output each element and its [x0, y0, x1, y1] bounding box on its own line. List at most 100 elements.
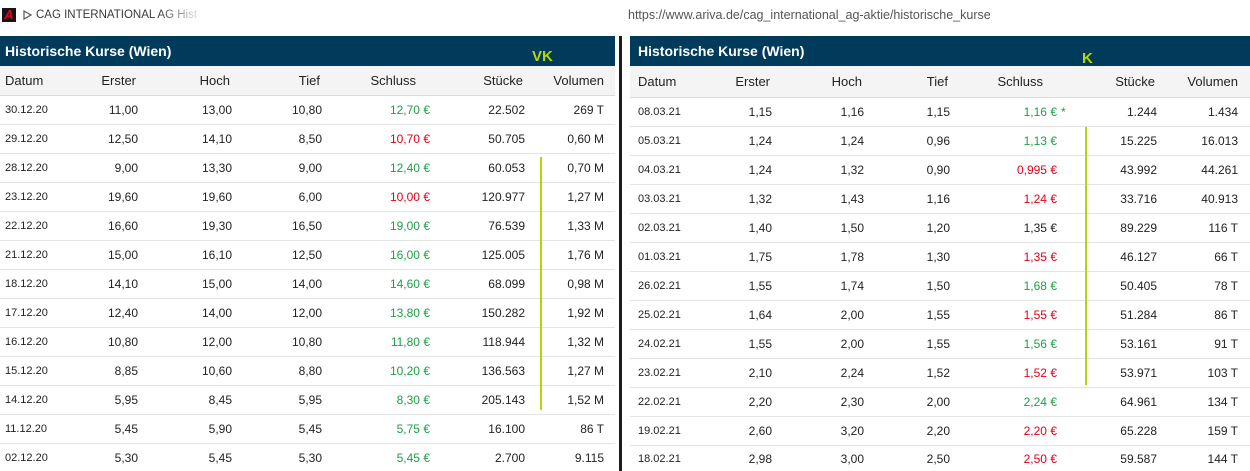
- cell-erster: 12,40: [107, 306, 138, 320]
- column-header-schluss: Schluss: [997, 74, 1043, 89]
- cell-datum: 23.02.21: [638, 367, 681, 379]
- close-price: 1,16 €: [1023, 105, 1057, 119]
- address-bar[interactable]: https://www.ariva.de/cag_international_a…: [628, 0, 1250, 30]
- cell-volumen: 1.434: [1207, 105, 1238, 119]
- cell-schluss: 14,60 €: [322, 277, 430, 291]
- column-header-hoch: Hoch: [831, 74, 862, 89]
- cell-schluss: 10,20 €: [322, 364, 430, 378]
- cell-stuecke: 33.716: [1120, 192, 1157, 206]
- cell-erster: 19,60: [107, 190, 138, 204]
- cell-erster: 5,95: [114, 393, 138, 407]
- cell-datum: 21.12.20: [5, 249, 48, 261]
- cell-hoch: 15,00: [201, 277, 232, 291]
- cell-schluss: 1,68 €: [950, 279, 1057, 293]
- annotation-line: [1085, 127, 1087, 385]
- cell-tief: 9,00: [298, 161, 322, 175]
- cell-tief: 2,20: [926, 424, 950, 438]
- cell-volumen: 66 T: [1214, 250, 1238, 264]
- cell-volumen: 0,60 M: [567, 132, 604, 146]
- close-price: 19,00 €: [389, 219, 430, 233]
- browser-tab[interactable]: A CAG INTERNATIONAL AG Hist: [0, 0, 205, 30]
- cell-erster: 14,10: [107, 277, 138, 291]
- cell-schluss: 12,70 €: [322, 103, 430, 117]
- cell-stuecke: 43.992: [1120, 163, 1157, 177]
- table-row: 26.02.21 1,55 1,74 1,50 1,68 € 50.405 78 T: [630, 272, 1250, 301]
- cell-volumen: 86 T: [580, 422, 604, 436]
- cell-erster: 1,24: [748, 134, 772, 148]
- cell-schluss: 5,45 €: [322, 451, 430, 465]
- close-price: 1,24 €: [1023, 192, 1057, 206]
- close-price: 0,995 €: [1016, 163, 1057, 177]
- cell-datum: 22.12.20: [5, 220, 48, 232]
- cell-stuecke: 76.539: [488, 219, 525, 233]
- table-row: 02.12.20 5,30 5,45 5,30 5,45 € 2.700 9.115: [0, 444, 615, 471]
- cell-hoch: 19,30: [201, 219, 232, 233]
- cell-datum: 18.02.21: [638, 452, 681, 465]
- cell-datum: 02.03.21: [638, 222, 681, 234]
- column-header-tief: Tief: [926, 74, 948, 89]
- cell-stuecke: 65.228: [1120, 424, 1157, 438]
- close-price: 10,00 €: [389, 190, 430, 204]
- cell-schluss: 16,00 €: [322, 248, 430, 262]
- column-header-datum: Datum: [638, 74, 677, 89]
- cell-tief: 16,50: [291, 219, 322, 233]
- table-row: 03.03.21 1,32 1,43 1,16 1,24 € 33.716 40.913: [630, 185, 1250, 214]
- annotation-line: [540, 157, 542, 410]
- cell-erster: 1,40: [748, 221, 772, 235]
- cell-datum: 29.12.20: [5, 133, 48, 145]
- column-header-volumen: Volumen: [553, 73, 604, 88]
- close-price: 1,52 €: [1023, 366, 1057, 380]
- cell-erster: 2,10: [748, 366, 772, 380]
- cell-schluss: 1,13 €: [950, 134, 1057, 148]
- cell-hoch: 13,30: [201, 161, 232, 175]
- table-row: 19.02.21 2,60 3,20 2,20 2,20 € 65.228 159 T: [630, 417, 1250, 446]
- cell-stuecke: 1.244: [1126, 105, 1157, 119]
- annotation-label: K: [1082, 50, 1093, 67]
- table-row: 29.12.20 12,50 14,10 8,50 10,70 € 50.705 0,60 …: [0, 125, 615, 154]
- cell-hoch: 16,10: [201, 248, 232, 262]
- close-price: 11,80 €: [390, 335, 430, 349]
- cell-erster: 1,15: [748, 105, 772, 119]
- cell-datum: 01.03.21: [638, 251, 681, 263]
- cell-erster: 5,45: [114, 422, 138, 436]
- cell-hoch: 1,43: [840, 192, 864, 206]
- cell-schluss: 1,16 € *: [950, 105, 1066, 119]
- table-row: 18.12.20 14,10 15,00 14,00 14,60 € 68.099 0,98…: [0, 270, 615, 299]
- cell-volumen: 1,32 M: [567, 335, 604, 349]
- cell-schluss: 12,40 €: [322, 161, 430, 175]
- cell-tief: 0,96: [926, 134, 950, 148]
- cell-erster: 1,55: [748, 337, 772, 351]
- cell-datum: 23.12.20: [5, 191, 48, 203]
- cell-hoch: 14,10: [201, 132, 232, 146]
- cell-hoch: 2,24: [840, 366, 864, 380]
- cell-stuecke: 53.971: [1120, 366, 1157, 380]
- cell-volumen: 1,33 M: [567, 219, 604, 233]
- cell-tief: 1,16: [926, 192, 950, 206]
- cell-volumen: 269 T: [573, 103, 604, 117]
- cell-volumen: 16.013: [1201, 134, 1238, 148]
- tab-title: CAG INTERNATIONAL AG Hist: [36, 9, 198, 21]
- cell-datum: 17.12.20: [5, 307, 48, 319]
- annotation-label: VK: [532, 48, 553, 65]
- cell-erster: 15,00: [107, 248, 138, 262]
- cell-hoch: 1,32: [840, 163, 864, 177]
- close-price: 12,70 €: [389, 103, 430, 117]
- cell-tief: 6,00: [298, 190, 322, 204]
- cell-hoch: 2,00: [840, 337, 864, 351]
- close-price: 8,30 €: [396, 393, 430, 407]
- table-row: 15.12.20 8,85 10,60 8,80 10,20 € 136.563 1,27 …: [0, 357, 615, 386]
- cell-schluss: 2,50 €: [950, 452, 1057, 466]
- cell-erster: 1,55: [748, 279, 772, 293]
- panel-header: Historische Kurse (Wien): [630, 36, 1250, 66]
- cell-schluss: 19,00 €: [322, 219, 430, 233]
- cell-schluss: 1,35 €: [950, 221, 1057, 235]
- historical-prices-panel-left: Historische Kurse (Wien) VK Datum Erster H…: [0, 36, 615, 471]
- panel-title: Historische Kurse (Wien): [638, 43, 805, 59]
- cell-datum: 19.02.21: [638, 425, 681, 437]
- cell-erster: 2,20: [748, 395, 772, 409]
- close-price: 10,70 €: [389, 132, 430, 146]
- cell-datum: 14.12.20: [5, 394, 48, 406]
- cell-volumen: 44.261: [1201, 163, 1238, 177]
- cell-stuecke: 205.143: [481, 393, 525, 407]
- cell-schluss: 2,20 €: [950, 424, 1057, 438]
